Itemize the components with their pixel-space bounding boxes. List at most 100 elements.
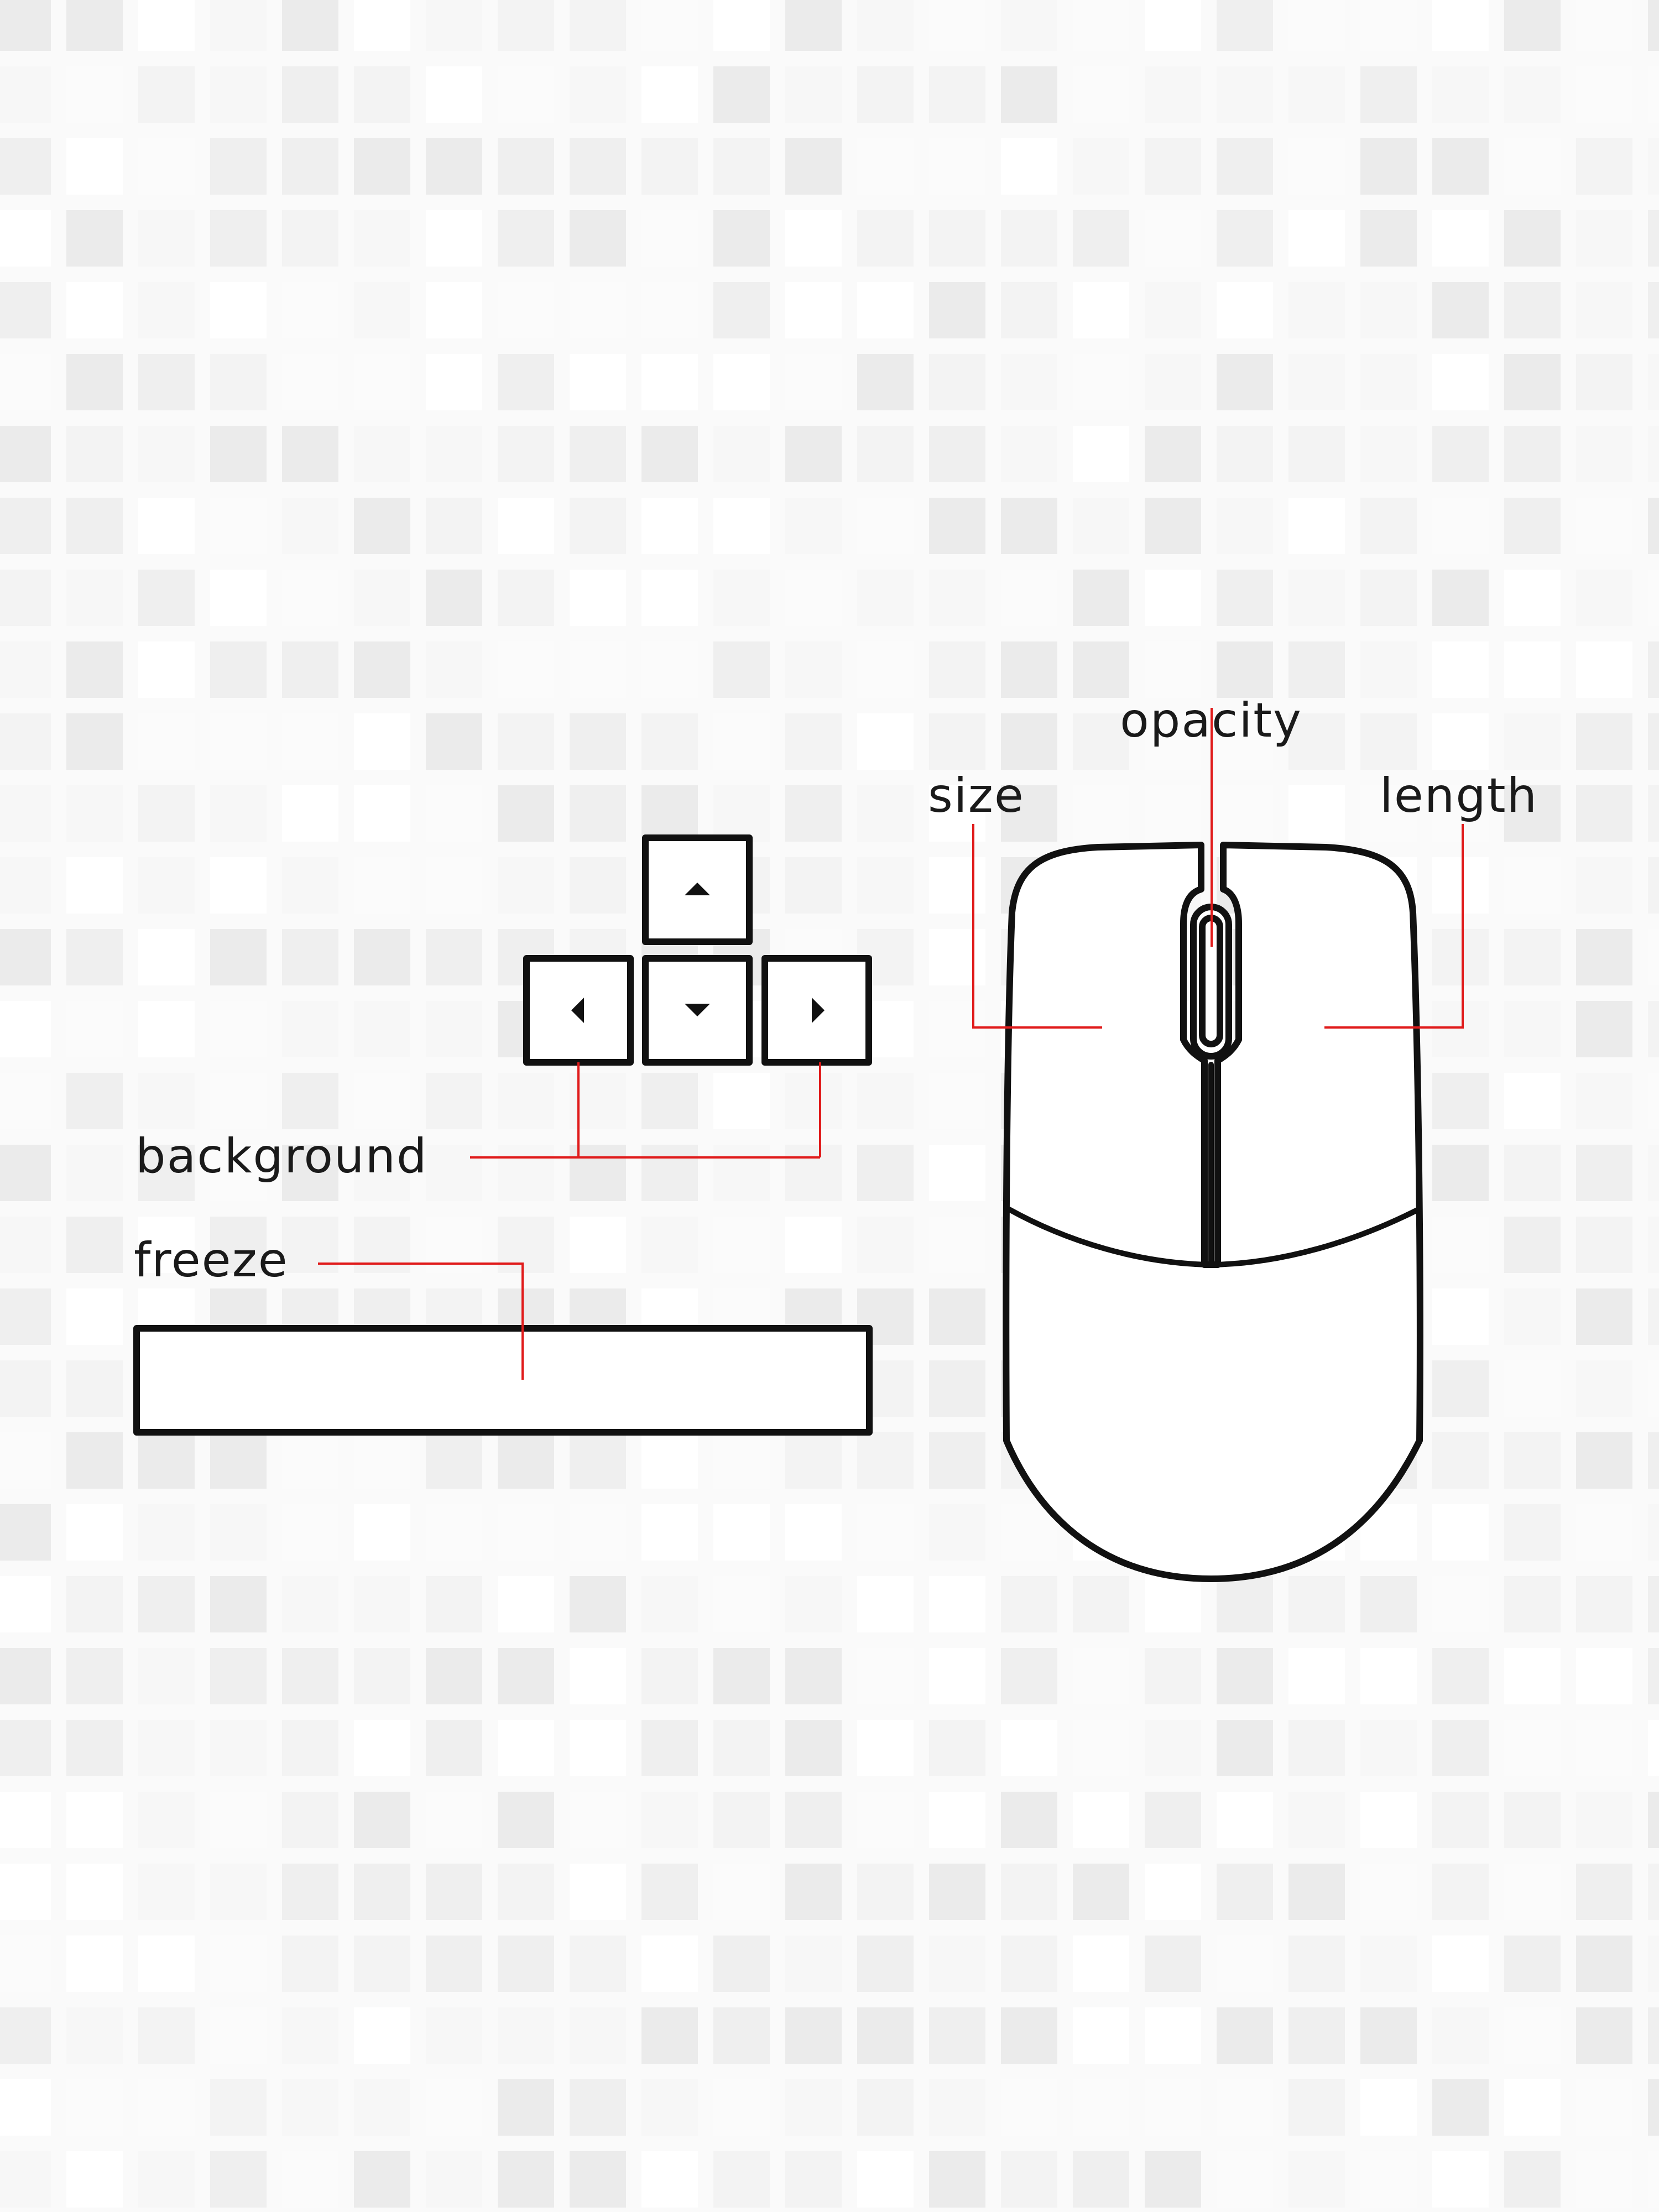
background-tile (785, 1073, 842, 1129)
background-tile (713, 1936, 770, 1992)
background-tile (570, 1504, 626, 1561)
background-tile (929, 1864, 985, 1920)
background-tile (713, 282, 770, 338)
background-tile (1576, 210, 1632, 267)
background-tile (1432, 1792, 1489, 1848)
background-tile (1576, 2079, 1632, 2136)
background-tile (498, 282, 554, 338)
right-arrow-key[interactable] (761, 955, 872, 1066)
background-tile (1504, 1720, 1561, 1776)
background-tile (1288, 1792, 1345, 1848)
background-tile (210, 1576, 267, 1632)
background-tile (1432, 426, 1489, 482)
background-tile (929, 1073, 985, 1129)
background-tile (1360, 713, 1417, 770)
background-tile (1648, 66, 1659, 123)
background-tile (1001, 282, 1057, 338)
background-tile (641, 1648, 698, 1704)
background-tile (426, 1073, 482, 1129)
background-tile (1576, 1001, 1632, 1057)
background-tile (857, 498, 914, 554)
background-tile (1360, 1792, 1417, 1848)
label-size: size (928, 768, 1025, 823)
background-tile (1360, 570, 1417, 626)
background-tile (785, 426, 842, 482)
background-tile (1073, 2079, 1129, 2136)
background-tile (1001, 1720, 1057, 1776)
background-tile (857, 641, 914, 698)
background-tile (1360, 210, 1417, 267)
background-tile (1288, 210, 1345, 267)
background-tile (857, 1792, 914, 1848)
background-tile (426, 1648, 482, 1704)
background-tile (282, 641, 338, 698)
background-tile (426, 1576, 482, 1632)
background-tile (713, 2151, 770, 2208)
background-tile (1504, 1073, 1561, 1129)
background-tile (0, 1288, 51, 1345)
background-tile (210, 1792, 267, 1848)
background-tile (66, 1648, 123, 1704)
up-arrow-key[interactable] (642, 834, 753, 945)
background-tile (785, 570, 842, 626)
background-tile (1432, 1360, 1489, 1417)
background-tile (354, 2079, 410, 2136)
background-tile (1504, 785, 1561, 842)
background-tile (138, 426, 195, 482)
label-background: background (135, 1129, 428, 1184)
background-tile (1504, 1504, 1561, 1561)
background-tile (1432, 570, 1489, 626)
background-tile (210, 2007, 267, 2064)
background-tile (282, 1001, 338, 1057)
background-tile (1648, 1432, 1659, 1489)
background-tile (1073, 1720, 1129, 1776)
background-tile (0, 570, 51, 626)
left-arrow-key[interactable] (523, 955, 634, 1066)
background-tile (1001, 66, 1057, 123)
background-tile (1648, 1001, 1659, 1057)
background-tile (1145, 1792, 1201, 1848)
background-tile (210, 857, 267, 914)
background-tile (857, 426, 914, 482)
background-tile (857, 1576, 914, 1632)
background-tile (641, 210, 698, 267)
background-tile (138, 641, 195, 698)
background-tile (210, 498, 267, 554)
background-tile (1432, 354, 1489, 410)
background-tile (138, 210, 195, 267)
background-tile (713, 426, 770, 482)
background-tile (138, 1504, 195, 1561)
background-tile (138, 498, 195, 554)
background-tile (713, 0, 770, 51)
background-tile (1217, 1936, 1273, 1992)
background-tile (1432, 2079, 1489, 2136)
background-tile (282, 498, 338, 554)
background-tile (282, 282, 338, 338)
background-tile (1145, 713, 1201, 770)
background-tile (1001, 354, 1057, 410)
background-tile (354, 0, 410, 51)
background-tile (210, 282, 267, 338)
down-arrow-key[interactable] (642, 955, 753, 1066)
background-tile (354, 641, 410, 698)
background-tile (1360, 641, 1417, 698)
background-tile (210, 2079, 267, 2136)
background-tile (641, 785, 698, 842)
background-tile (1145, 2007, 1201, 2064)
background-tile (498, 2007, 554, 2064)
spacebar[interactable] (133, 1325, 873, 1436)
background-tile (929, 210, 985, 267)
background-tile (1648, 1720, 1659, 1776)
background-tile (1648, 929, 1659, 985)
background-tile (1648, 1145, 1659, 1201)
background-tile (857, 1145, 914, 1201)
background-tile (0, 929, 51, 985)
background-tile (1001, 2151, 1057, 2208)
background-tile (1001, 426, 1057, 482)
background-tile (1432, 1217, 1489, 1273)
background-tile (785, 1504, 842, 1561)
background-tile (1576, 138, 1632, 195)
background-tile (1432, 2007, 1489, 2064)
background-tile (1288, 426, 1345, 482)
background-tile (498, 1576, 554, 1632)
